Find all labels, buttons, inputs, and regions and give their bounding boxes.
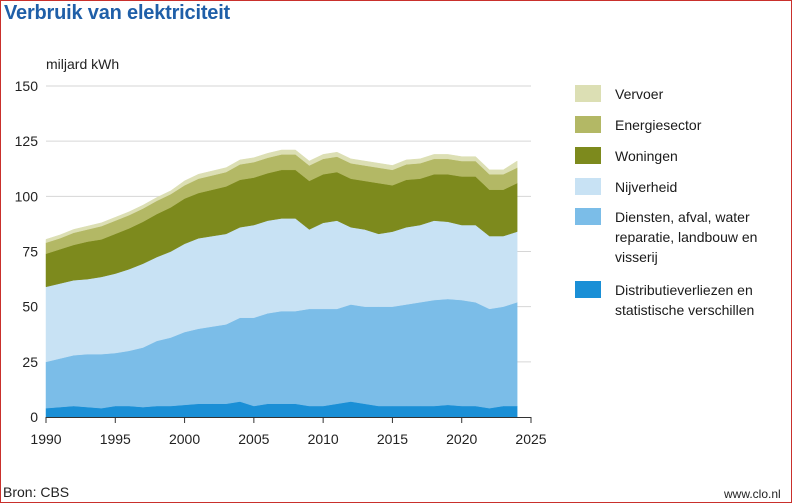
legend-swatch <box>575 208 601 225</box>
legend-label-line: Nijverheid <box>615 179 678 195</box>
legend-item: Woningen <box>575 146 785 166</box>
legend-label: Energiesector <box>615 115 785 135</box>
y-tick-label: 75 <box>22 244 38 260</box>
legend-label: Vervoer <box>615 84 785 104</box>
chart-title: Verbruik van elektriciteit <box>4 2 231 24</box>
legend-item: Vervoer <box>575 84 785 104</box>
y-tick-label: 125 <box>15 133 39 149</box>
legend-item: Distributieverliezen en statistische vers… <box>575 280 785 320</box>
x-tick-label: 1995 <box>100 431 131 447</box>
legend-label-line: visserij <box>615 249 658 265</box>
area-series-5 <box>45 149 518 244</box>
stacked-areas <box>45 149 518 418</box>
legend-swatch <box>575 281 601 298</box>
x-tick-label: 2005 <box>238 431 269 447</box>
axes: 0 25 50 75 100 125 150 1990 1995 2000 2005 2010 2015… <box>15 78 547 447</box>
legend-label: Diensten, afval, water reparatie, landbou… <box>615 207 785 267</box>
y-tick-label: 150 <box>15 78 39 94</box>
x-tick-label: 2020 <box>446 431 477 447</box>
y-tick-label: 0 <box>30 409 38 425</box>
legend-label-line: Vervoer <box>615 86 664 102</box>
x-tick-label: 2000 <box>169 431 200 447</box>
x-tick-label: 1990 <box>30 431 61 447</box>
legend-swatch <box>575 116 601 133</box>
source-label: Bron: CBS <box>3 484 70 500</box>
legend-item: Energiesector <box>575 115 785 135</box>
x-tick-label: 2025 <box>515 431 546 447</box>
legend-label-line: Diensten, afval, water <box>615 209 750 225</box>
y-tick-label: 100 <box>15 188 39 204</box>
legend-swatch <box>575 147 601 164</box>
legend-label-line: Woningen <box>615 148 678 164</box>
legend-item: Diensten, afval, water reparatie, landbou… <box>575 207 785 267</box>
legend-label: Woningen <box>615 146 785 166</box>
legend-label-line: Distributieverliezen en <box>615 282 753 298</box>
source-url[interactable]: www.clo.nl <box>724 487 781 501</box>
legend-label-line: Energiesector <box>615 117 702 133</box>
x-tick-label: 2010 <box>308 431 339 447</box>
legend-label-line: reparatie, landbouw en <box>615 229 758 245</box>
legend-label: Distributieverliezen en statistische vers… <box>615 280 785 320</box>
legend-item: Nijverheid <box>575 177 785 197</box>
y-tick-label: 25 <box>22 354 38 370</box>
y-tick-label: 50 <box>22 299 38 315</box>
legend-swatch <box>575 178 601 195</box>
legend-swatch <box>575 85 601 102</box>
y-axis-unit-label: miljard kWh <box>46 56 120 72</box>
legend-label-line: statistische verschillen <box>615 302 755 318</box>
legend-label: Nijverheid <box>615 177 785 197</box>
x-tick-label: 2015 <box>377 431 408 447</box>
